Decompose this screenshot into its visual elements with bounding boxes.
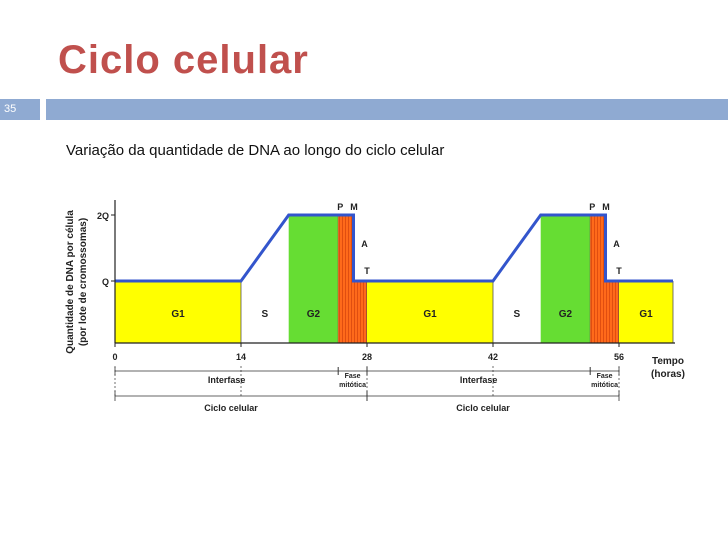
- mitosis-a-label-0: A: [361, 239, 368, 249]
- mitosis-t-label-0: T: [364, 266, 370, 276]
- x-tick-label-1: 14: [236, 352, 246, 362]
- phase-label-0: G1: [171, 309, 185, 320]
- page-number-badge: 35: [0, 99, 40, 120]
- x-tick-label-0: 0: [112, 352, 117, 362]
- dna-series-line: [115, 213, 673, 283]
- phase-label-5: S: [514, 309, 521, 320]
- span1-label-line1-1: Fase: [345, 373, 361, 380]
- span1-label-line2-1: mitótica: [339, 382, 366, 389]
- phase-label-6: G2: [559, 309, 573, 320]
- chart-subtitle: Variação da quantidade de DNA ao longo d…: [66, 142, 445, 159]
- phase-zone-6: [540, 215, 591, 343]
- x-tick-label-3: 42: [488, 352, 498, 362]
- y-axis-label-line2: (por lote de cromossomas): [78, 218, 89, 346]
- span2-label-0: Ciclo celular: [204, 403, 258, 413]
- mitosis-t-label-1: T: [616, 266, 622, 276]
- y-tick-label-1: 2Q: [97, 211, 109, 221]
- x-axis-label-line2: (horas): [651, 369, 685, 380]
- phase-zone-2: [288, 215, 339, 343]
- span1-label-line1-3: Fase: [597, 373, 613, 380]
- phase-zone-8: [619, 281, 673, 343]
- x-tick-label-2: 28: [362, 352, 372, 362]
- y-axis-label-line1: Quantidade de DNA por célula: [65, 210, 76, 354]
- x-axis-label-line1: Tempo: [652, 356, 684, 367]
- phase-label-4: G1: [423, 309, 437, 320]
- mitosis-m-label-1: M: [602, 202, 610, 212]
- span1-label-0: Interfase: [208, 375, 246, 385]
- x-tick-label-4: 56: [614, 352, 624, 362]
- mitosis-p-label-0: P: [337, 202, 343, 212]
- span1-label-2: Interfase: [460, 375, 498, 385]
- mitosis-a-label-1: A: [613, 239, 620, 249]
- phase-zone-0: [115, 281, 241, 343]
- span1-label-line2-3: mitótica: [591, 382, 618, 389]
- phase-label-8: G1: [639, 309, 653, 320]
- y-tick-label-0: Q: [102, 277, 109, 287]
- mitosis-m-label-0: M: [350, 202, 358, 212]
- slide-title: Ciclo celular: [58, 38, 309, 82]
- phase-label-2: G2: [307, 309, 321, 320]
- mitosis-p-label-1: P: [589, 202, 595, 212]
- title-rule-bar: [46, 99, 728, 120]
- span2-label-1: Ciclo celular: [456, 403, 510, 413]
- phase-zone-4: [367, 281, 493, 343]
- phase-label-1: S: [262, 309, 269, 320]
